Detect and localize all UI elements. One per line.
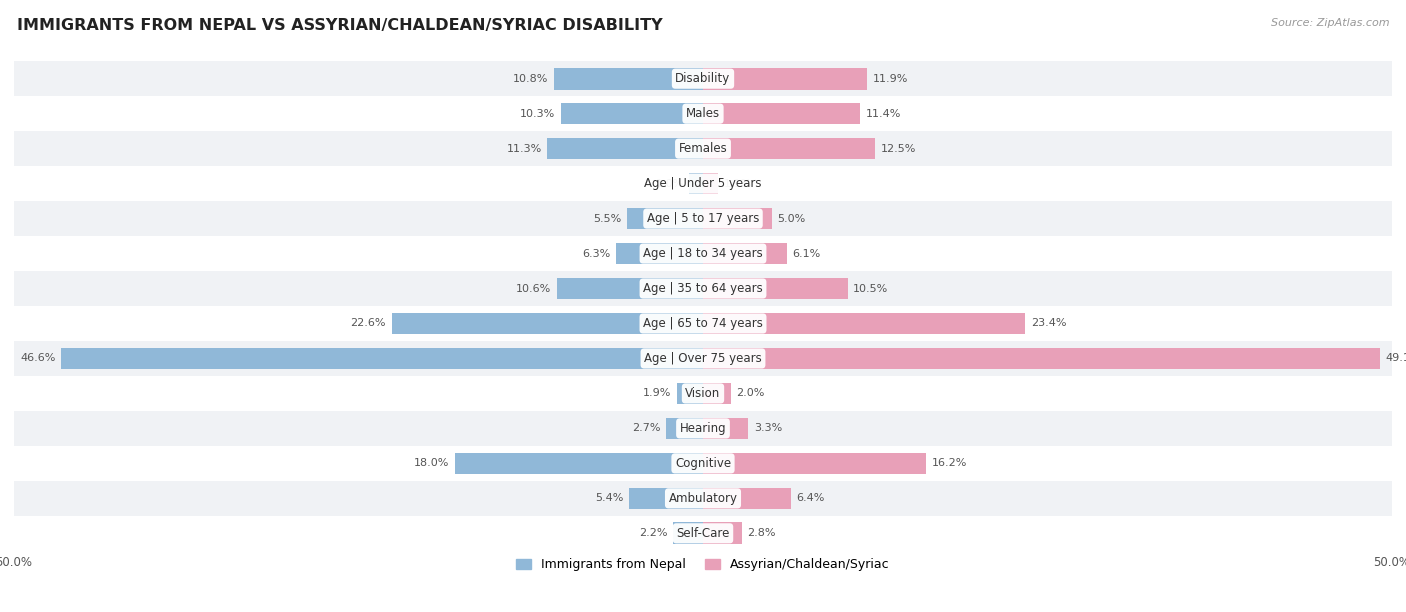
Bar — [14, 166, 1392, 201]
Bar — [557, 278, 703, 299]
Bar — [14, 131, 1392, 166]
Bar — [14, 96, 1392, 131]
Text: Disability: Disability — [675, 72, 731, 85]
Text: 18.0%: 18.0% — [415, 458, 450, 468]
Text: 1.9%: 1.9% — [643, 389, 671, 398]
Text: Males: Males — [686, 107, 720, 120]
Text: Vision: Vision — [685, 387, 721, 400]
Bar — [14, 201, 1392, 236]
Bar — [703, 348, 1379, 369]
Bar — [627, 207, 703, 230]
Text: Age | Under 5 years: Age | Under 5 years — [644, 177, 762, 190]
Bar — [689, 173, 703, 195]
Bar — [703, 243, 787, 264]
Text: Age | 5 to 17 years: Age | 5 to 17 years — [647, 212, 759, 225]
Bar — [14, 516, 1392, 551]
Text: 6.4%: 6.4% — [797, 493, 825, 503]
Text: 16.2%: 16.2% — [932, 458, 967, 468]
Text: 3.3%: 3.3% — [754, 424, 782, 433]
Bar — [14, 61, 1392, 96]
Bar — [703, 173, 718, 195]
Text: 6.3%: 6.3% — [582, 248, 610, 258]
Bar — [14, 236, 1392, 271]
Text: 2.0%: 2.0% — [737, 389, 765, 398]
Text: 46.6%: 46.6% — [20, 354, 55, 364]
Bar — [616, 243, 703, 264]
Bar — [703, 488, 792, 509]
Text: 1.0%: 1.0% — [655, 179, 683, 188]
Bar — [14, 341, 1392, 376]
Text: Ambulatory: Ambulatory — [668, 492, 738, 505]
Text: Hearing: Hearing — [679, 422, 727, 435]
Text: Cognitive: Cognitive — [675, 457, 731, 470]
Bar — [561, 103, 703, 124]
Text: 11.4%: 11.4% — [866, 109, 901, 119]
Bar — [547, 138, 703, 160]
Bar — [14, 271, 1392, 306]
Bar — [392, 313, 703, 334]
Bar — [14, 306, 1392, 341]
Bar — [14, 376, 1392, 411]
Text: Age | 65 to 74 years: Age | 65 to 74 years — [643, 317, 763, 330]
Text: 5.4%: 5.4% — [595, 493, 623, 503]
Text: 11.9%: 11.9% — [873, 73, 908, 84]
Text: 12.5%: 12.5% — [880, 144, 917, 154]
Bar — [703, 207, 772, 230]
Bar — [703, 417, 748, 439]
Text: IMMIGRANTS FROM NEPAL VS ASSYRIAN/CHALDEAN/SYRIAC DISABILITY: IMMIGRANTS FROM NEPAL VS ASSYRIAN/CHALDE… — [17, 18, 662, 34]
Bar — [703, 523, 741, 544]
Text: 2.7%: 2.7% — [631, 424, 661, 433]
Text: 11.3%: 11.3% — [506, 144, 541, 154]
Bar — [666, 417, 703, 439]
Text: 5.0%: 5.0% — [778, 214, 806, 223]
Bar — [703, 452, 927, 474]
Text: 2.8%: 2.8% — [747, 528, 776, 539]
Text: 10.3%: 10.3% — [520, 109, 555, 119]
Bar — [703, 313, 1025, 334]
Text: 1.1%: 1.1% — [724, 179, 752, 188]
Text: 10.5%: 10.5% — [853, 283, 889, 294]
Text: 6.1%: 6.1% — [793, 248, 821, 258]
Text: Source: ZipAtlas.com: Source: ZipAtlas.com — [1271, 18, 1389, 28]
Text: 10.8%: 10.8% — [513, 73, 548, 84]
Text: Age | 18 to 34 years: Age | 18 to 34 years — [643, 247, 763, 260]
Text: 49.1%: 49.1% — [1385, 354, 1406, 364]
Bar — [703, 278, 848, 299]
Bar — [14, 481, 1392, 516]
Bar — [703, 138, 875, 160]
Legend: Immigrants from Nepal, Assyrian/Chaldean/Syriac: Immigrants from Nepal, Assyrian/Chaldean… — [512, 553, 894, 577]
Bar — [628, 488, 703, 509]
Bar — [554, 68, 703, 89]
Text: Age | 35 to 64 years: Age | 35 to 64 years — [643, 282, 763, 295]
Bar — [456, 452, 703, 474]
Bar — [14, 411, 1392, 446]
Bar — [703, 103, 860, 124]
Text: 2.2%: 2.2% — [638, 528, 668, 539]
Text: 22.6%: 22.6% — [350, 318, 387, 329]
Text: Females: Females — [679, 142, 727, 155]
Bar — [672, 523, 703, 544]
Bar — [14, 446, 1392, 481]
Text: 10.6%: 10.6% — [516, 283, 551, 294]
Text: Age | Over 75 years: Age | Over 75 years — [644, 352, 762, 365]
Text: 5.5%: 5.5% — [593, 214, 621, 223]
Text: 23.4%: 23.4% — [1031, 318, 1066, 329]
Bar — [60, 348, 703, 369]
Bar — [703, 68, 868, 89]
Text: Self-Care: Self-Care — [676, 527, 730, 540]
Bar — [703, 382, 731, 405]
Bar — [676, 382, 703, 405]
